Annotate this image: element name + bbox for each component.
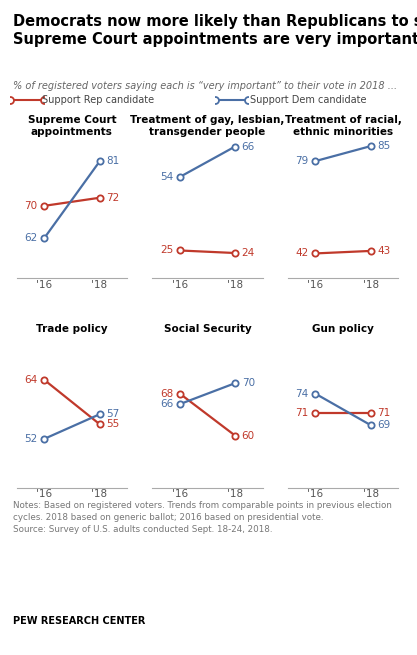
Text: 71: 71 xyxy=(296,407,309,417)
Text: Support Rep candidate: Support Rep candidate xyxy=(42,94,154,105)
Text: 69: 69 xyxy=(377,420,390,430)
Text: 24: 24 xyxy=(242,248,255,258)
Text: 79: 79 xyxy=(296,156,309,166)
Text: Treatment of racial,
ethnic minorities: Treatment of racial, ethnic minorities xyxy=(284,115,402,137)
Text: 70: 70 xyxy=(25,201,38,211)
Text: 64: 64 xyxy=(25,375,38,385)
Text: 25: 25 xyxy=(160,246,173,255)
Text: Democrats now more likely than Republicans to say
Supreme Court appointments are: Democrats now more likely than Republica… xyxy=(13,14,417,47)
Text: % of registered voters saying each is “very important” to their vote in 2018 ...: % of registered voters saying each is “v… xyxy=(13,81,397,91)
Text: 70: 70 xyxy=(242,378,255,388)
Text: 43: 43 xyxy=(377,246,390,256)
Text: 71: 71 xyxy=(377,407,390,417)
Text: 72: 72 xyxy=(106,193,119,203)
Text: 52: 52 xyxy=(25,434,38,444)
Text: 68: 68 xyxy=(160,388,173,399)
Text: PEW RESEARCH CENTER: PEW RESEARCH CENTER xyxy=(13,616,145,626)
Text: 74: 74 xyxy=(296,388,309,399)
Text: 62: 62 xyxy=(25,233,38,243)
Text: Support Dem candidate: Support Dem candidate xyxy=(250,94,367,105)
Text: 81: 81 xyxy=(106,157,119,166)
Text: 66: 66 xyxy=(242,141,255,151)
Text: Notes: Based on registered voters. Trends from comparable points in previous ele: Notes: Based on registered voters. Trend… xyxy=(13,501,392,534)
Text: 54: 54 xyxy=(160,172,173,182)
Text: Trade policy: Trade policy xyxy=(36,324,108,334)
Text: Gun policy: Gun policy xyxy=(312,324,374,334)
Text: Treatment of gay, lesbian,
transgender people: Treatment of gay, lesbian, transgender p… xyxy=(130,115,285,137)
Text: 42: 42 xyxy=(296,248,309,259)
Text: Social Security: Social Security xyxy=(163,324,251,334)
Text: 57: 57 xyxy=(106,409,119,419)
Text: 66: 66 xyxy=(160,399,173,409)
Text: 85: 85 xyxy=(377,141,390,151)
Text: 55: 55 xyxy=(106,419,119,429)
Text: Supreme Court
appointments: Supreme Court appointments xyxy=(28,115,116,137)
Text: 60: 60 xyxy=(242,430,255,441)
